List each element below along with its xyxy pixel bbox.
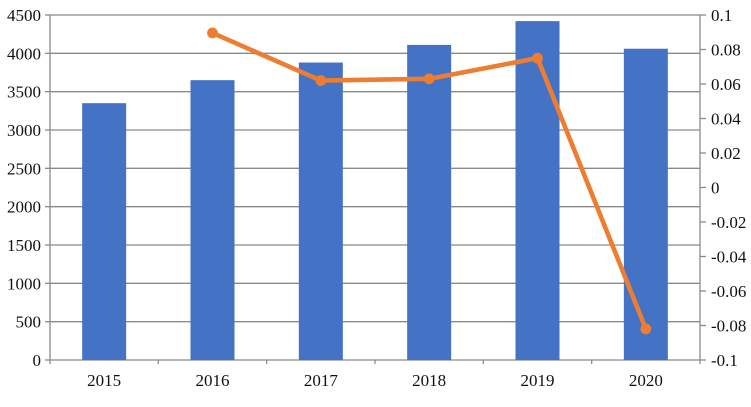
left-axis-tick-label: 4500: [7, 6, 41, 25]
left-axis-tick-label: 3500: [7, 83, 41, 102]
right-axis-tick-label: 0.02: [711, 144, 741, 163]
category-label-2020: 2020: [629, 371, 663, 390]
category-label-2019: 2019: [521, 371, 555, 390]
line-marker-2020: [640, 323, 652, 335]
right-axis-tick-label: -0.06: [711, 282, 746, 301]
left-axis-tick-label: 500: [16, 313, 42, 332]
line-marker-2018: [423, 73, 435, 85]
category-label-2018: 2018: [412, 371, 446, 390]
category-label-2015: 2015: [87, 371, 121, 390]
category-axis-labels: 2015 2016 2017 2018 2019 2020: [87, 371, 663, 390]
right-axis-tick-label: 0.1: [711, 6, 732, 25]
right-axis-tick-label: 0.08: [711, 41, 741, 60]
left-axis-tick-label: 1500: [7, 236, 41, 255]
left-axis-tick-label: 4000: [7, 44, 41, 63]
bar-2020: [623, 48, 668, 360]
left-axis-tick-label: 0: [33, 351, 42, 370]
left-axis-tick-label: 1000: [7, 274, 41, 293]
bar-2019: [515, 21, 560, 361]
line-series: [207, 27, 652, 335]
right-axis-tick-label: 0.04: [711, 110, 741, 129]
left-axis-tick-label: 2500: [7, 159, 41, 178]
bar-2016: [190, 80, 235, 361]
bar-2017: [298, 62, 343, 361]
category-label-2016: 2016: [196, 371, 230, 390]
bar-series: [82, 21, 668, 361]
right-axis-tick-label: 0: [711, 179, 720, 198]
axis-tick-marks: [45, 14, 706, 364]
category-label-2017: 2017: [304, 371, 339, 390]
axis-lines: [49, 15, 701, 360]
right-axis-tick-label: -0.1: [711, 351, 738, 370]
line-marker-2016: [207, 27, 218, 39]
right-axis-tick-label: 0.06: [711, 75, 741, 94]
right-axis-tick-label: -0.08: [711, 317, 746, 336]
left-axis-tick-label: 2000: [7, 198, 41, 217]
bar-2018: [407, 44, 452, 361]
right-axis-labels: -0.1 -0.08 -0.06 -0.04 -0.02 0 0.02 0.04 0.06 0.0…: [711, 6, 747, 370]
line-marker-2019: [532, 52, 543, 64]
line-marker-2017: [315, 75, 327, 86]
right-axis-tick-label: -0.02: [711, 213, 746, 232]
left-axis-tick-label: 3000: [7, 121, 41, 140]
left-axis-labels: 0 500 1000 1500 2000 2500 3000 3500 4000 4500: [7, 6, 41, 370]
gridlines: [50, 14, 700, 361]
bar-2015: [82, 103, 127, 361]
right-axis-tick-label: -0.04: [711, 248, 747, 267]
